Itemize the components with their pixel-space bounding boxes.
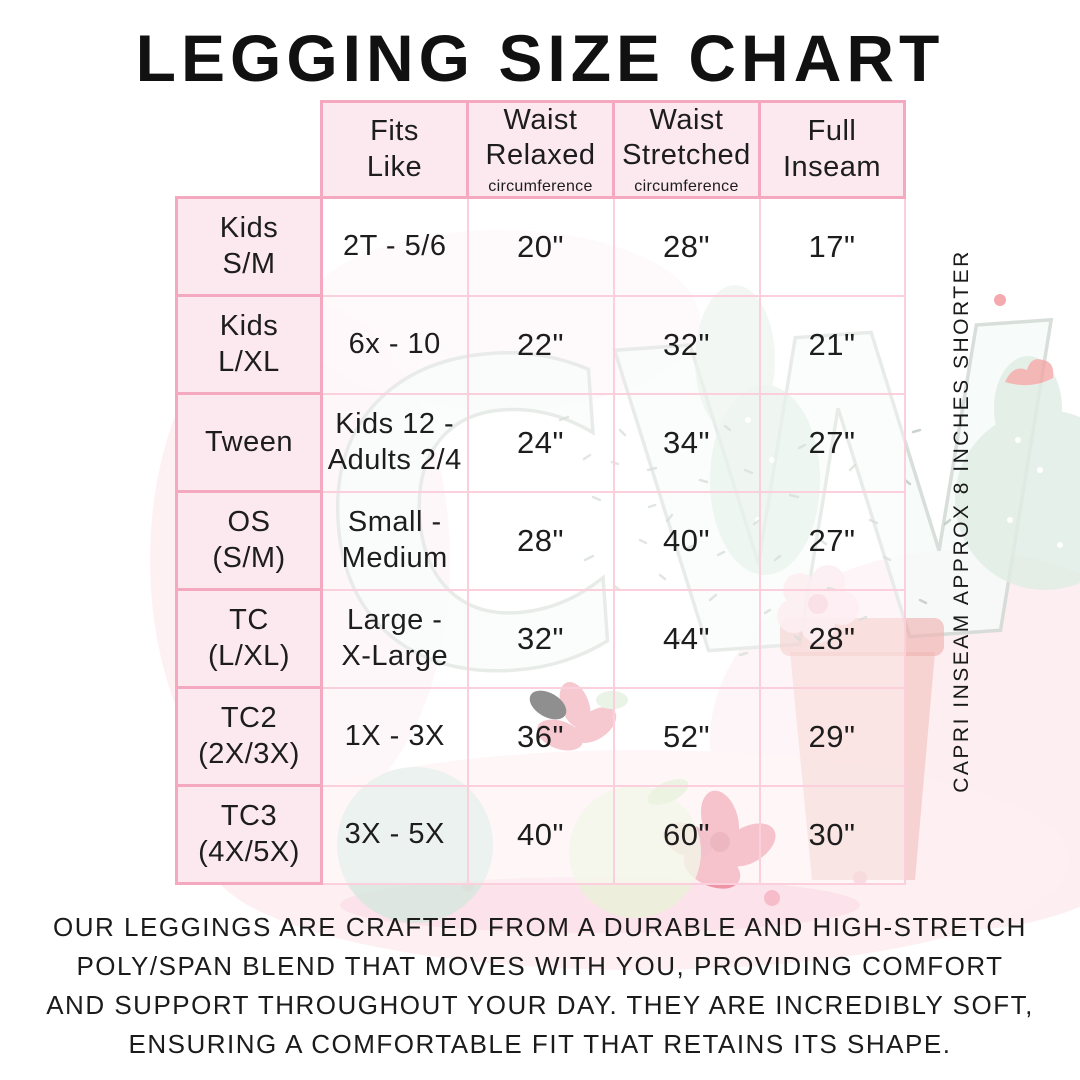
row-label-tc3: TC3 (4X/5X) (175, 784, 323, 886)
waist-stretched-cell: 32" (612, 294, 761, 395)
row-label-kids-lxl: Kids L/XL (175, 294, 323, 396)
fits-like-cell: Kids 12 - Adults 2/4 (320, 392, 469, 493)
fits-like-cell: 1X - 3X (320, 686, 469, 787)
full-inseam-cell: 29" (758, 686, 906, 787)
waist-stretched-cell: 40" (612, 490, 761, 591)
fits-like-cell: 6x - 10 (320, 294, 469, 395)
waist-stretched-cell: 44" (612, 588, 761, 689)
table-row: TC (L/XL) Large - X-Large 32" 44" 28" (175, 588, 906, 690)
column-header-subtext: circumference (634, 177, 739, 195)
header-row: Fits Like Waist Relaxed circumference Wa… (177, 99, 906, 200)
column-header-label: Waist Relaxed (485, 104, 596, 172)
description-line: ENSURING A COMFORTABLE FIT THAT RETAINS … (128, 1029, 952, 1059)
row-label-kids-sm: Kids S/M (175, 196, 323, 298)
column-header-waist-stretched: Waist Stretched circumference (612, 99, 761, 200)
table-row: Kids S/M 2T - 5/6 20" 28" 17" (175, 196, 906, 298)
table-corner-blank (177, 102, 322, 198)
description-line: POLY/SPAN BLEND THAT MOVES WITH YOU, PRO… (76, 951, 1004, 981)
column-header-label: Full Inseam (782, 115, 882, 183)
table-row: Kids L/XL 6x - 10 22" 32" 21" (175, 294, 906, 396)
column-header-label: Waist Stretched (622, 104, 751, 172)
row-label-os: OS (S/M) (175, 490, 323, 592)
size-chart-table: Fits Like Waist Relaxed circumference Wa… (175, 99, 906, 886)
waist-relaxed-cell: 40" (466, 784, 615, 885)
column-header-waist-relaxed: Waist Relaxed circumference (466, 99, 615, 200)
product-description: OUR LEGGINGS ARE CRAFTED FROM A DURABLE … (30, 908, 1050, 1064)
full-inseam-cell: 28" (758, 588, 906, 689)
full-inseam-cell: 17" (758, 196, 906, 297)
row-label-tc: TC (L/XL) (175, 588, 323, 690)
fits-like-cell: 3X - 5X (320, 784, 469, 885)
description-line: OUR LEGGINGS ARE CRAFTED FROM A DURABLE … (53, 912, 1027, 942)
waist-relaxed-cell: 22" (466, 294, 615, 395)
column-header-label: Fits Like (366, 115, 423, 183)
waist-relaxed-cell: 20" (466, 196, 615, 297)
waist-relaxed-cell: 36" (466, 686, 615, 787)
waist-stretched-cell: 52" (612, 686, 761, 787)
table-row: OS (S/M) Small - Medium 28" 40" 27" (175, 490, 906, 592)
waist-relaxed-cell: 32" (466, 588, 615, 689)
page-title: LEGGING SIZE CHART (135, 21, 945, 95)
waist-stretched-cell: 28" (612, 196, 761, 297)
description-line: AND SUPPORT THROUGHOUT YOUR DAY. THEY AR… (46, 990, 1034, 1020)
fits-like-cell: 2T - 5/6 (320, 196, 469, 297)
full-inseam-cell: 27" (758, 392, 906, 493)
column-header-fits-like: Fits Like (320, 99, 469, 200)
full-inseam-cell: 30" (758, 784, 906, 885)
table-row: TC2 (2X/3X) 1X - 3X 36" 52" 29" (175, 686, 906, 788)
column-header-full-inseam: Full Inseam (758, 99, 906, 200)
row-label-tc2: TC2 (2X/3X) (175, 686, 323, 788)
fits-like-cell: Large - X-Large (320, 588, 469, 689)
row-label-tween: Tween (175, 392, 323, 494)
waist-relaxed-cell: 28" (466, 490, 615, 591)
table-row: Tween Kids 12 - Adults 2/4 24" 34" 27" (175, 392, 906, 494)
waist-stretched-cell: 60" (612, 784, 761, 885)
column-header-subtext: circumference (488, 177, 593, 195)
fits-like-cell: Small - Medium (320, 490, 469, 591)
table-row: TC3 (4X/5X) 3X - 5X 40" 60" 30" (175, 784, 906, 886)
waist-relaxed-cell: 24" (466, 392, 615, 493)
capri-inseam-note: CAPRI INSEAM APPROX 8 INCHES SHORTER (950, 249, 973, 793)
waist-stretched-cell: 34" (612, 392, 761, 493)
full-inseam-cell: 21" (758, 294, 906, 395)
full-inseam-cell: 27" (758, 490, 906, 591)
